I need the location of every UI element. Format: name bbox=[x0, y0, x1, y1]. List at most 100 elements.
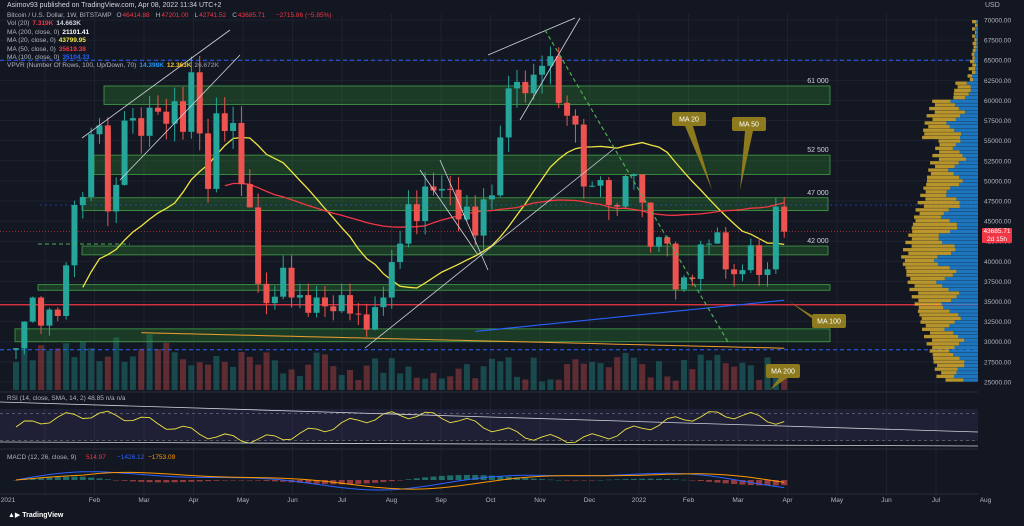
macd-histogram-bar bbox=[547, 479, 554, 481]
time-label: Nov bbox=[534, 497, 546, 504]
candle-body bbox=[163, 111, 170, 124]
volume-bar bbox=[555, 379, 562, 390]
callout-pointer bbox=[770, 378, 787, 390]
candle-body bbox=[380, 297, 387, 308]
volume-bar bbox=[205, 364, 212, 390]
price-label: 60000.00 bbox=[984, 98, 1011, 105]
volume-bar bbox=[321, 354, 328, 390]
vp-up-bar bbox=[951, 298, 978, 303]
vp-up-bar bbox=[941, 302, 978, 306]
macd-histogram-bar bbox=[580, 480, 587, 481]
vp-up-bar bbox=[949, 124, 978, 129]
macd-histogram-bar bbox=[280, 480, 287, 482]
indicator-row[interactable]: Vol (20) 7.319K 14.663K bbox=[7, 20, 335, 28]
vp-down-bar bbox=[972, 41, 977, 46]
indicator-row[interactable]: VPVR (Number Of Rows, 100, Up/Down, 70) 1… bbox=[7, 62, 335, 70]
vp-up-bar bbox=[942, 240, 978, 245]
ma20-line bbox=[82, 136, 785, 289]
candle-body bbox=[113, 184, 120, 212]
candle-body bbox=[238, 122, 245, 185]
macd-value: −1426.12 bbox=[117, 454, 145, 461]
volume-bar bbox=[296, 375, 303, 390]
volume-bar bbox=[188, 365, 195, 390]
indicator-row[interactable]: MA (20, close, 0) 43799.95 bbox=[7, 37, 335, 45]
volume-bar bbox=[113, 337, 120, 390]
ohlc-key: H bbox=[155, 12, 161, 19]
volume-bar bbox=[747, 365, 754, 390]
rsi-pane: RSI (14, close, SMA, 14, 2) 48.85 n/a n/… bbox=[0, 391, 1001, 447]
time-label: Jun bbox=[287, 497, 298, 504]
candle-body bbox=[639, 174, 646, 203]
candle-body bbox=[347, 295, 353, 314]
volume-bar bbox=[238, 352, 245, 390]
candle-body bbox=[79, 196, 86, 205]
vp-up-bar bbox=[966, 157, 978, 161]
vp-up-bar bbox=[954, 345, 978, 350]
trend-line bbox=[519, 17, 581, 121]
macd-histogram-bar bbox=[639, 478, 646, 480]
macd-histogram-bar bbox=[539, 479, 546, 480]
candle-body bbox=[422, 186, 429, 222]
zone-5 bbox=[37, 284, 831, 291]
macd-histogram-bar bbox=[263, 480, 270, 481]
volume-bar bbox=[672, 380, 679, 390]
indicator-label: MA (100, close, 0) bbox=[7, 54, 60, 62]
volume-bar bbox=[597, 363, 604, 390]
vp-up-bar bbox=[955, 248, 978, 252]
time-label: Mar bbox=[138, 497, 150, 504]
vp-down-bar bbox=[919, 313, 959, 317]
macd-histogram-bar bbox=[205, 480, 212, 482]
candle-body bbox=[313, 297, 320, 313]
candle-body bbox=[756, 245, 763, 275]
vp-up-bar bbox=[949, 266, 978, 270]
vp-up-bar bbox=[958, 106, 978, 111]
vp-down-bar bbox=[953, 92, 969, 96]
vp-up-bar bbox=[951, 251, 978, 255]
vp-down-bar bbox=[901, 255, 938, 259]
macd-pane: MACD (12, 26, close, 9) 514.97 −1426.12 −17… bbox=[0, 448, 1011, 491]
candle-body bbox=[138, 118, 145, 136]
candle-body bbox=[722, 232, 729, 270]
indicator-row[interactable]: MA (100, close, 0) 35104.33 bbox=[7, 54, 335, 62]
ma200-line bbox=[141, 332, 785, 349]
candle-body bbox=[530, 74, 537, 94]
candle-body bbox=[180, 101, 186, 132]
trend-line bbox=[81, 29, 231, 139]
trend-line bbox=[487, 17, 576, 56]
vp-down-bar bbox=[905, 240, 943, 245]
time-label: Aug bbox=[386, 497, 398, 504]
vp-up-bar bbox=[941, 215, 978, 219]
ma-callouts: MA 20 MA 50 MA 100 MA 200 bbox=[672, 112, 846, 390]
tradingview-footer[interactable]: ▲▶ TradingView bbox=[8, 511, 63, 519]
vp-up-bar bbox=[953, 172, 978, 176]
price-label: 52500.00 bbox=[984, 158, 1011, 165]
vp-down-bar bbox=[902, 262, 938, 266]
candle-body bbox=[355, 313, 362, 315]
candle-body bbox=[589, 185, 596, 187]
indicator-row[interactable]: MA (50, close, 0) 35619.38 bbox=[7, 46, 335, 54]
ma50-line bbox=[224, 182, 785, 228]
macd-histogram-bar bbox=[714, 480, 721, 483]
candle-body bbox=[338, 295, 345, 312]
price-label: 30000.00 bbox=[984, 339, 1011, 346]
rsi-legend: RSI (14, close, SMA, 14, 2) 48.85 n/a n/… bbox=[7, 395, 126, 402]
callout-label: MA 200 bbox=[771, 369, 795, 376]
rsi-trend-line bbox=[0, 441, 979, 447]
volume-bar bbox=[430, 372, 437, 390]
volume-bar bbox=[413, 377, 420, 390]
trend-line-dashed bbox=[544, 29, 729, 343]
macd-histogram-bar bbox=[38, 477, 45, 480]
candle-body bbox=[480, 199, 487, 236]
time-label: Jul bbox=[932, 497, 941, 504]
macd-histogram-bar bbox=[422, 477, 429, 480]
vp-up-bar bbox=[959, 291, 978, 295]
macd-histogram-bar bbox=[397, 480, 404, 481]
macd-histogram-bar bbox=[447, 475, 454, 480]
volume-bar bbox=[397, 373, 404, 390]
vp-down-bar bbox=[929, 349, 950, 353]
indicator-row[interactable]: MA (200, close, 0) 21101.41 bbox=[7, 29, 335, 37]
macd-histogram-bar bbox=[430, 476, 437, 480]
macd-histogram-bar bbox=[647, 478, 654, 480]
candle-body bbox=[706, 243, 713, 245]
